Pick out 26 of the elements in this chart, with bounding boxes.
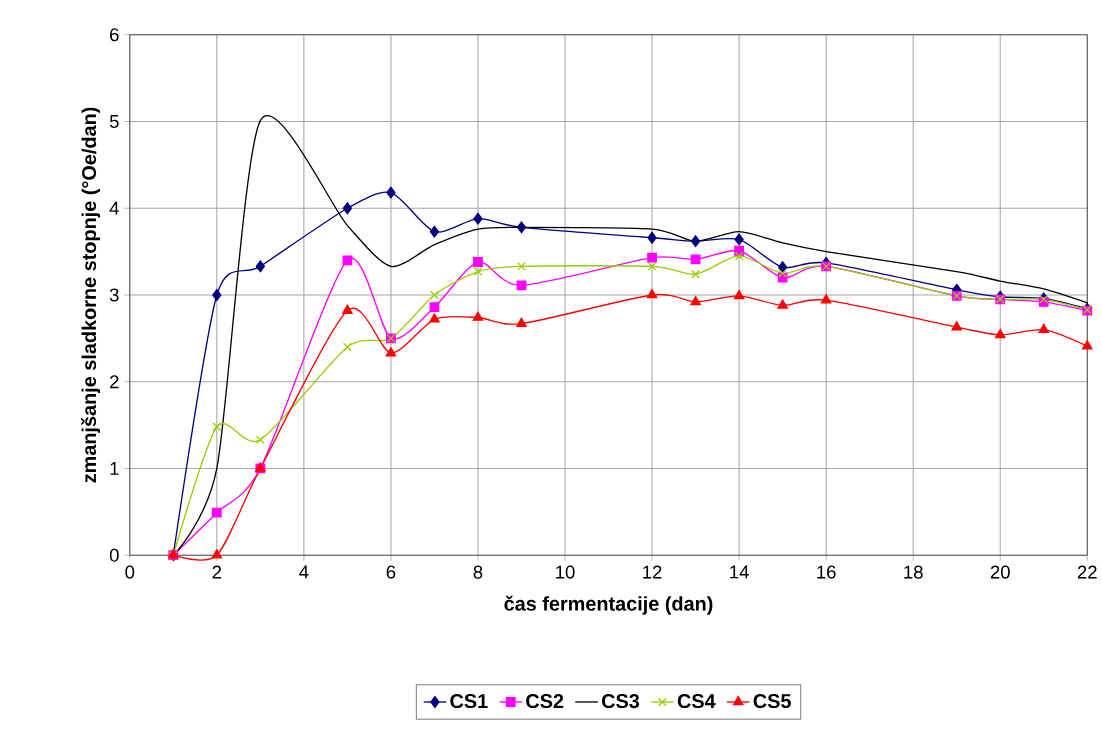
x-tick-label: 8 xyxy=(473,565,483,579)
legend-label: CS1 xyxy=(450,694,488,709)
y-tick-label: 2 xyxy=(110,375,119,389)
legend-label: CS5 xyxy=(753,694,791,709)
x-tick-label: 2 xyxy=(212,565,222,579)
legend-label: CS3 xyxy=(601,694,640,709)
x-tick-label: 12 xyxy=(643,565,662,579)
x-tick-label: 22 xyxy=(1077,565,1097,579)
x-tick-label: 16 xyxy=(817,565,836,579)
x-tick-label: 14 xyxy=(730,565,749,579)
y-tick-label: 3 xyxy=(109,288,119,302)
legend-label: CS2 xyxy=(526,694,564,709)
x-tick-label: 0 xyxy=(125,565,135,579)
y-tick-label: 0 xyxy=(109,548,119,562)
y-tick-label: 5 xyxy=(109,115,119,128)
x-tick-label: 10 xyxy=(556,565,575,579)
legend-label: CS4 xyxy=(677,694,716,709)
y-tick-label: 4 xyxy=(109,201,119,215)
y-tick-label: 6 xyxy=(110,28,119,42)
y-tick-label: 1 xyxy=(110,462,119,475)
y-axis-title: zmanjšanje sladkorne stopnje (°Oe/dan) xyxy=(81,107,101,483)
x-tick-label: 6 xyxy=(386,565,396,579)
x-tick-label: 4 xyxy=(299,565,309,579)
x-tick-label: 18 xyxy=(904,565,923,579)
x-tick-label: 20 xyxy=(990,565,1010,579)
x-axis-title: čas fermentacije (dan) xyxy=(504,595,713,615)
